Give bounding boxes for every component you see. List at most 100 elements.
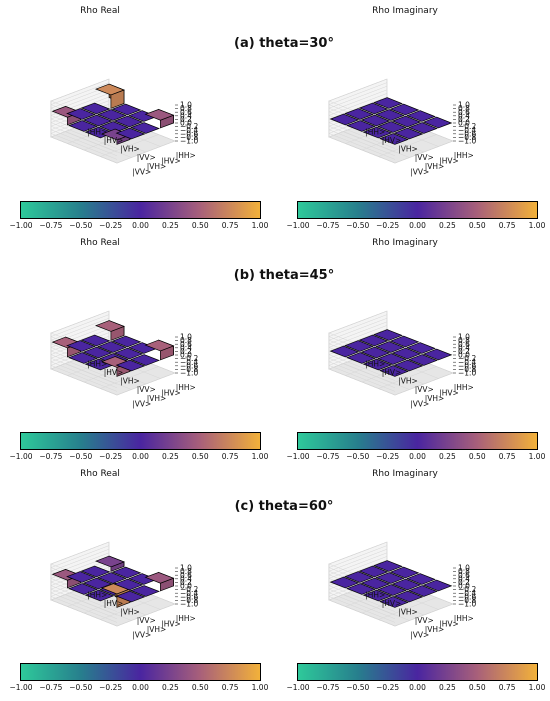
colorbar-tick-label: −0.75	[39, 683, 63, 692]
colorbar-tick-label: −0.75	[316, 683, 340, 692]
x-tick-label: |HH>	[365, 127, 385, 136]
bar-top-face	[362, 589, 393, 602]
bar-top-face	[95, 83, 125, 96]
z-tick-label: −0.4	[180, 126, 198, 135]
bar	[375, 572, 405, 584]
colorbar-tick-label: −0.50	[346, 683, 370, 692]
x-tick-label: |HV>	[382, 599, 402, 608]
colorbar-tick-label: −0.50	[69, 452, 93, 461]
bar	[329, 576, 360, 589]
bar-top-face	[422, 579, 453, 592]
z-tick-label: −0.2	[458, 585, 476, 594]
grid-line	[328, 368, 396, 396]
bar	[406, 342, 436, 354]
row-title-b: (b) theta=45°	[233, 268, 335, 283]
colorbar-tick-label: 0.00	[132, 221, 149, 230]
bar-top-face	[130, 122, 160, 134]
bar	[144, 571, 175, 592]
colorbar-tick-label: 0.25	[439, 221, 456, 230]
x-tick-label: |VH>	[120, 376, 140, 385]
bar-top-face	[360, 577, 391, 590]
bar3d-panel-1: 1.00.80.60.40.20.0−0.2−0.4−0.6−0.8−1.0 |H…	[328, 78, 476, 176]
z-tick-label: −0.2	[458, 354, 476, 363]
bar	[406, 110, 436, 122]
y-tick-label: |HV>	[439, 156, 459, 165]
bar	[391, 115, 422, 128]
z-tick-label: 0.2	[458, 115, 470, 124]
bar-top-face	[389, 335, 420, 348]
panel-title-imag-b: Rho Imaginary	[372, 238, 438, 248]
colorbar-tick-label: 0.25	[162, 452, 179, 461]
bar	[360, 114, 391, 127]
z-tick-label: −0.6	[458, 129, 476, 138]
bar-top-face	[360, 346, 391, 359]
z-tick-label: 0.2	[458, 578, 470, 587]
bar-top-face	[97, 109, 127, 121]
z-tick-label: 0.4	[180, 343, 192, 352]
bar-top-face	[389, 103, 420, 116]
grid-line	[116, 140, 176, 164]
z-tick-label: 0.6	[180, 340, 192, 349]
bar-top-face	[111, 335, 142, 348]
bar	[113, 115, 144, 128]
bar	[113, 347, 144, 360]
z-tick-label: 0.0	[458, 119, 470, 128]
bar	[377, 121, 407, 133]
colorbar-tick-label: −1.00	[286, 221, 310, 230]
z-tick-label: −0.4	[458, 126, 476, 135]
bar-top-face	[68, 583, 98, 595]
y-tick-label: |VV>	[410, 399, 429, 408]
bar-top-face	[377, 121, 407, 133]
bar-top-face	[346, 352, 376, 364]
bar-top-face	[377, 353, 407, 365]
bar-top-face	[391, 578, 422, 591]
bar-top-face	[360, 114, 391, 127]
z-tick-label: 0.0	[458, 351, 470, 360]
z-tick-label: 0.6	[458, 571, 470, 580]
grid-line	[394, 372, 454, 396]
x-tick-label: |HV>	[382, 136, 402, 145]
bar	[393, 590, 424, 603]
colorbar-tick-label: −0.25	[376, 683, 400, 692]
bar-top-face	[391, 115, 422, 128]
grid-line	[100, 366, 159, 389]
z-tick-label: 0.2	[180, 578, 192, 587]
colorbar-tick-label: −0.75	[39, 452, 63, 461]
bar3d-panel-3: 1.00.80.60.40.20.0−0.2−0.4−0.6−0.8−1.0 |H…	[328, 310, 476, 408]
bar	[362, 589, 393, 602]
colorbar-tick-label: 0.00	[409, 452, 426, 461]
bar	[66, 571, 96, 583]
x-tick-label: |VH>	[398, 144, 418, 153]
bar-top-face	[422, 348, 453, 361]
bar-top-face	[377, 584, 407, 596]
x-tick-label: |VV>	[137, 385, 156, 394]
z-tick-label: 0.4	[458, 343, 470, 352]
y-tick-label: |HH>	[176, 151, 196, 160]
bar-top-face	[406, 573, 436, 585]
z-tick-label: −1.0	[458, 369, 476, 378]
bar	[82, 114, 113, 127]
colorbar-imag-a	[297, 201, 538, 219]
z-tick-label: −0.6	[180, 361, 198, 370]
colorbar-tick-label: 0.00	[409, 221, 426, 230]
colorbar-tick-label: −1.00	[9, 452, 33, 461]
colorbar-tick-label: −0.75	[39, 221, 63, 230]
grid-line	[328, 559, 396, 609]
bar-top-face	[329, 113, 360, 126]
z-tick-label: −0.8	[180, 365, 198, 374]
z-tick-label: −0.4	[180, 589, 198, 598]
colorbar-tick-label: 0.75	[498, 221, 516, 230]
z-tick-label: −0.2	[180, 585, 198, 594]
bar	[422, 116, 453, 129]
row-title-a: (a) theta=30°	[234, 36, 334, 51]
bar-top-face	[379, 596, 409, 608]
bar-top-face	[68, 120, 98, 132]
z-tick-label: −0.6	[180, 129, 198, 138]
bar	[344, 108, 374, 120]
bar	[80, 102, 111, 115]
x-tick-label: |VH>	[120, 607, 140, 616]
bar	[346, 583, 376, 595]
z-tick-label: 0.4	[458, 574, 470, 583]
y-tick-label: |VV>	[410, 630, 429, 639]
colorbar-tick-label: 0.50	[468, 683, 486, 692]
